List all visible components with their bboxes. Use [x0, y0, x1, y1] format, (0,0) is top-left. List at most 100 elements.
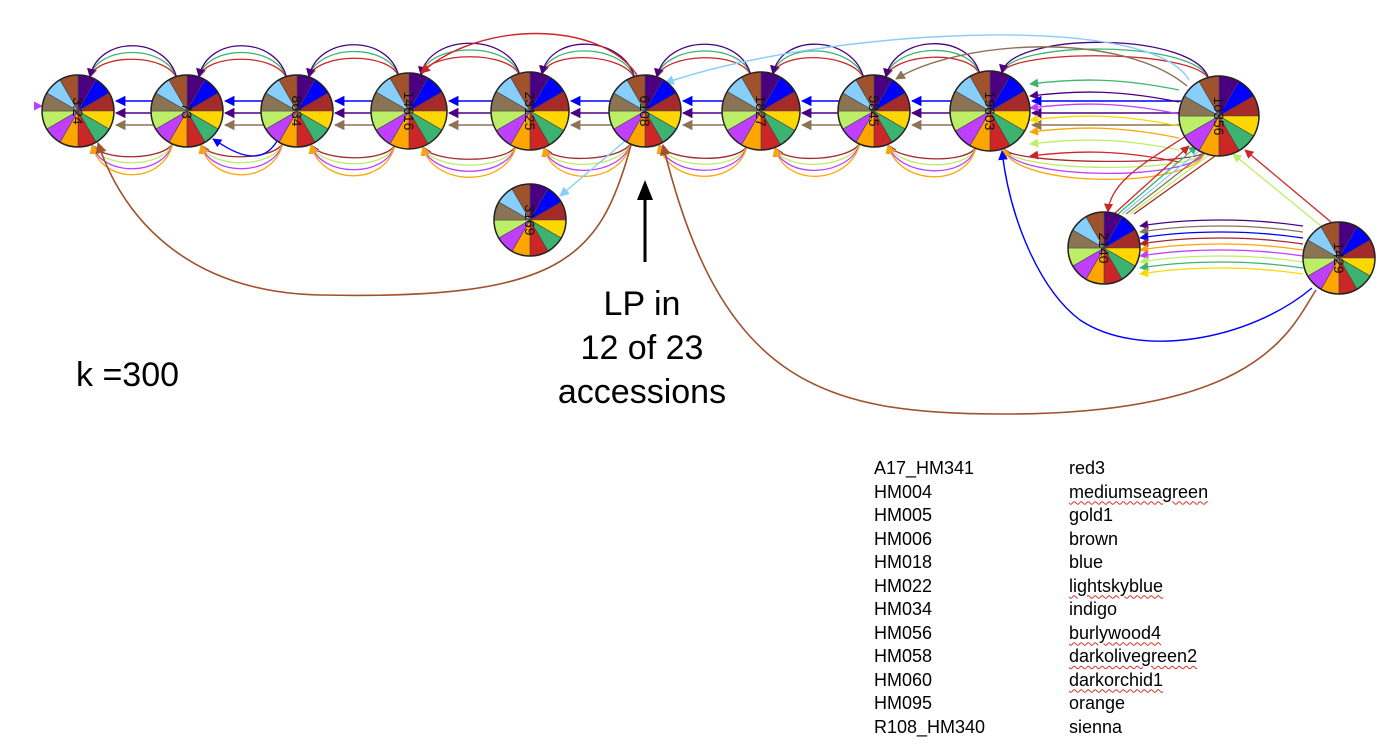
- edge: [1139, 231, 1304, 242]
- edge: [770, 43, 865, 80]
- legend-color-name: sienna: [1069, 716, 1123, 737]
- node-outline: [150, 74, 224, 148]
- legend-accession: HM006: [874, 528, 933, 549]
- edge: [770, 50, 865, 80]
- legend-accession: R108_HM340: [874, 716, 986, 737]
- edge: [1139, 249, 1304, 260]
- edge: [539, 50, 636, 80]
- edge: [1000, 55, 1210, 81]
- node-outline: [490, 71, 570, 151]
- legend-accession: HM095: [874, 693, 933, 713]
- edge: [418, 42, 521, 77]
- edge: [1139, 261, 1304, 272]
- node-outline: [1178, 75, 1260, 157]
- legend-color-name: orange: [1069, 693, 1126, 713]
- edge: [1133, 145, 1230, 215]
- edge: [419, 56, 521, 77]
- legend-color-name: gold1: [1069, 505, 1114, 525]
- edge: [659, 143, 1317, 415]
- legend-accession: HM060: [874, 669, 933, 690]
- legend-color-name: brown: [1069, 528, 1119, 549]
- node-outline: [721, 71, 801, 151]
- node-n1: 3.24: [41, 74, 115, 148]
- legend-color-name: mediumseagreen: [1069, 481, 1209, 502]
- edge: [1029, 138, 1180, 151]
- edge: [883, 49, 981, 78]
- edge: [90, 142, 174, 170]
- node-n12: 2140: [1067, 211, 1141, 285]
- edge: [95, 141, 632, 297]
- legend-accession: HM034: [874, 599, 933, 619]
- edge: [559, 140, 626, 197]
- node-label: 14616: [401, 92, 417, 131]
- edge: [1121, 145, 1206, 215]
- edge: [654, 43, 752, 78]
- edge: [91, 142, 174, 158]
- edge: [887, 144, 977, 160]
- lp-annotation-line-1: LP in: [603, 285, 681, 323]
- node-label: 1429: [1331, 242, 1347, 273]
- edge: [1029, 114, 1180, 127]
- node-label: 5845: [866, 95, 882, 126]
- node-outline: [1302, 221, 1376, 295]
- edge: [1129, 145, 1222, 215]
- legend-color-name: darkolivegreen2: [1069, 646, 1198, 666]
- edge: [884, 56, 981, 78]
- legend-accession: A17_HM341: [874, 458, 975, 478]
- edge: [655, 57, 752, 78]
- node-n13: 1429: [1302, 221, 1376, 295]
- lp-annotation-line-3: accessions: [557, 373, 727, 411]
- node-label: 6108: [637, 95, 653, 126]
- edge: [196, 45, 288, 80]
- node-n10: 10356: [1178, 75, 1260, 157]
- edge: [87, 45, 178, 80]
- k-value-label: k =300: [76, 356, 180, 394]
- edge: [1139, 267, 1304, 278]
- edge: [1113, 145, 1190, 215]
- edge: [1029, 150, 1180, 163]
- node-label: 8634: [289, 95, 305, 126]
- edge: [773, 142, 861, 171]
- edge: [420, 32, 638, 76]
- legend-accession: HM005: [874, 505, 933, 525]
- lp-annotation: LP in 12 of 23 accessions: [542, 282, 742, 414]
- edge: [1125, 145, 1214, 215]
- node-outline: [608, 74, 682, 148]
- edge: [1029, 78, 1180, 91]
- node-label: 1827: [753, 95, 769, 126]
- edge: [998, 150, 1313, 342]
- edge: [306, 50, 400, 78]
- node-label: 3169: [522, 204, 538, 235]
- edge: [883, 43, 981, 78]
- legend-color-name: burlywood4: [1069, 622, 1162, 643]
- edge: [886, 144, 977, 172]
- node-outline: [837, 74, 911, 148]
- node-n5: 23125: [490, 71, 570, 151]
- nodes: 3.24 73 8634 14616 23125 6108 1827 5845 19603 103…: [41, 70, 1376, 295]
- edge: [656, 144, 748, 177]
- edge: [1139, 219, 1304, 230]
- edge: [1029, 126, 1180, 139]
- node-label: 3.24: [70, 97, 86, 124]
- edge: [1001, 148, 1206, 180]
- legend-accession: HM022: [874, 575, 933, 596]
- node-label: 73: [179, 103, 195, 119]
- edge: [654, 50, 752, 78]
- edge: [1139, 237, 1304, 248]
- edge: [664, 34, 1190, 85]
- node-n9: 19603: [949, 70, 1031, 152]
- edge: [420, 145, 517, 178]
- node-outline: [370, 72, 448, 150]
- legend-color-name: red3: [1069, 458, 1106, 478]
- edge: [1117, 145, 1198, 215]
- legend-accession: HM018: [874, 552, 933, 572]
- legend-color-name: blue: [1069, 552, 1104, 572]
- node-n7: 1827: [721, 71, 801, 151]
- node-n4: 14616: [370, 72, 448, 150]
- edge: [1103, 133, 1190, 213]
- node-outline: [260, 74, 334, 148]
- node-outline: [1067, 211, 1141, 285]
- edge: [87, 51, 178, 80]
- node-n3: 8634: [260, 74, 334, 148]
